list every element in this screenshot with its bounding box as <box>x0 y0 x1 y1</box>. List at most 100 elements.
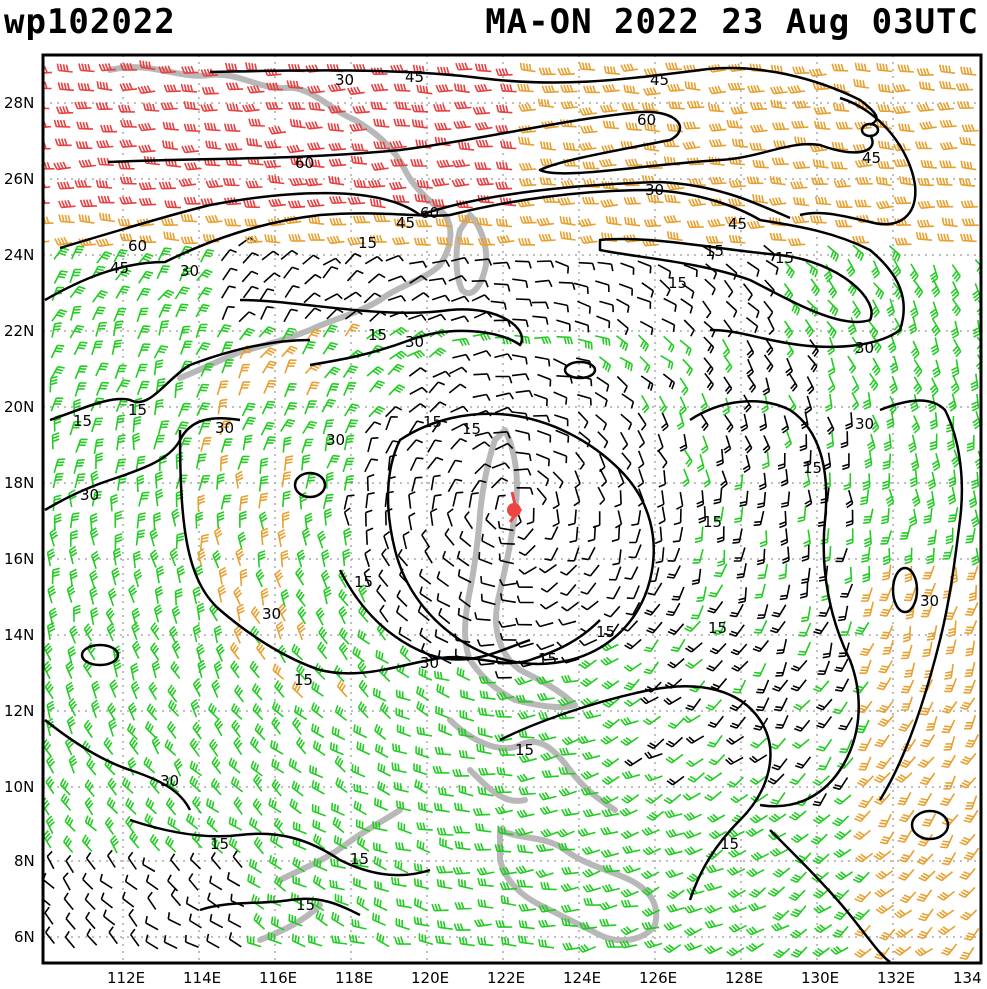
wind-barb <box>951 449 960 468</box>
wind-barb <box>261 250 280 261</box>
wind-barb <box>228 757 241 774</box>
wind-barb <box>185 813 199 830</box>
wind-barb <box>854 159 873 168</box>
wind-barb <box>827 336 835 356</box>
wind-barb <box>322 257 342 266</box>
wind-barb <box>657 490 665 508</box>
wind-barb <box>773 697 788 712</box>
wind-barb <box>62 872 71 891</box>
wind-barb <box>963 927 980 941</box>
wind-barb <box>870 414 880 433</box>
wind-barb <box>818 603 832 617</box>
wind-barb <box>722 339 731 358</box>
wind-barb <box>790 833 809 844</box>
wind-barb <box>602 718 620 729</box>
wind-barb <box>499 882 517 891</box>
wind-barb <box>398 626 412 642</box>
wind-barb <box>556 375 573 384</box>
wind-barb <box>812 793 827 807</box>
wind-barb <box>188 913 202 929</box>
wind-barb <box>854 621 870 635</box>
wind-barb <box>731 660 749 672</box>
wind-barb <box>306 142 325 151</box>
wind-barb <box>577 411 589 429</box>
wind-barb <box>908 508 918 527</box>
wind-barb <box>90 265 106 280</box>
wind-barb <box>860 587 873 602</box>
wind-barb <box>207 702 220 720</box>
wind-barb <box>922 641 933 658</box>
wind-barb <box>129 737 139 755</box>
wind-barb <box>769 620 786 634</box>
wind-barb <box>516 879 534 888</box>
contour-30-central <box>178 429 601 675</box>
wind-barb <box>393 781 409 793</box>
wind-barb <box>665 736 684 748</box>
wind-barb <box>457 236 474 246</box>
wind-barb <box>270 916 285 931</box>
wind-barb <box>538 919 556 928</box>
wind-barb <box>778 563 788 580</box>
wind-barb <box>264 140 282 149</box>
wind-barb <box>911 415 921 434</box>
wind-barb <box>129 831 140 849</box>
wind-barb <box>153 604 163 623</box>
wind-barb <box>880 508 890 525</box>
wind-barb <box>389 140 407 149</box>
wind-barb <box>534 356 551 367</box>
wind-barb <box>51 567 61 585</box>
wind-barb <box>622 864 641 874</box>
wind-barb <box>539 177 556 186</box>
wind-barb <box>526 507 535 525</box>
wind-barb <box>63 835 74 854</box>
wind-barb <box>192 624 202 643</box>
wind-barb <box>515 865 534 875</box>
lat-label: 24N <box>4 246 34 264</box>
wind-barb <box>600 849 620 858</box>
wind-barb <box>366 473 375 492</box>
wind-barb <box>221 305 235 321</box>
wind-barb <box>396 898 412 909</box>
wind-barb <box>724 216 743 225</box>
wind-barb <box>321 549 330 568</box>
wind-barb <box>93 438 104 455</box>
wind-barb <box>831 141 849 151</box>
wind-barb <box>845 509 854 527</box>
wind-barb <box>830 161 848 170</box>
wind-barb <box>288 913 303 927</box>
wind-barb <box>916 103 934 112</box>
wind-barb <box>927 394 937 413</box>
wind-barb <box>893 196 912 205</box>
wind-barb <box>374 797 389 811</box>
wind-barb <box>499 197 517 207</box>
wind-barb <box>682 792 701 801</box>
wind-barb <box>840 583 854 598</box>
wind-barb <box>113 307 127 322</box>
wind-barb <box>707 734 723 748</box>
wind-barb <box>301 340 316 355</box>
wind-barb <box>823 264 833 283</box>
wind-barb <box>395 605 409 622</box>
wind-barb <box>494 805 513 815</box>
wind-barb <box>747 84 765 94</box>
wind-barb <box>306 381 320 396</box>
wind-barb <box>138 144 156 153</box>
wind-barb <box>113 249 128 263</box>
wind-barb <box>408 512 416 531</box>
wind-barb <box>448 383 467 394</box>
wind-barb <box>343 381 357 396</box>
wind-barb <box>331 726 346 741</box>
wind-barb <box>926 547 935 565</box>
wind-barb <box>199 249 215 263</box>
wind-barb <box>149 833 161 852</box>
wind-barb <box>738 587 747 604</box>
wind-barb <box>163 84 181 93</box>
wind-barb <box>190 698 200 718</box>
wind-barb <box>213 526 223 546</box>
wind-barb <box>451 295 470 303</box>
wind-barb <box>449 366 468 375</box>
wind-barb <box>43 642 53 661</box>
wind-barb <box>797 641 812 656</box>
wind-barb <box>421 529 430 548</box>
wind-barb <box>877 715 895 727</box>
